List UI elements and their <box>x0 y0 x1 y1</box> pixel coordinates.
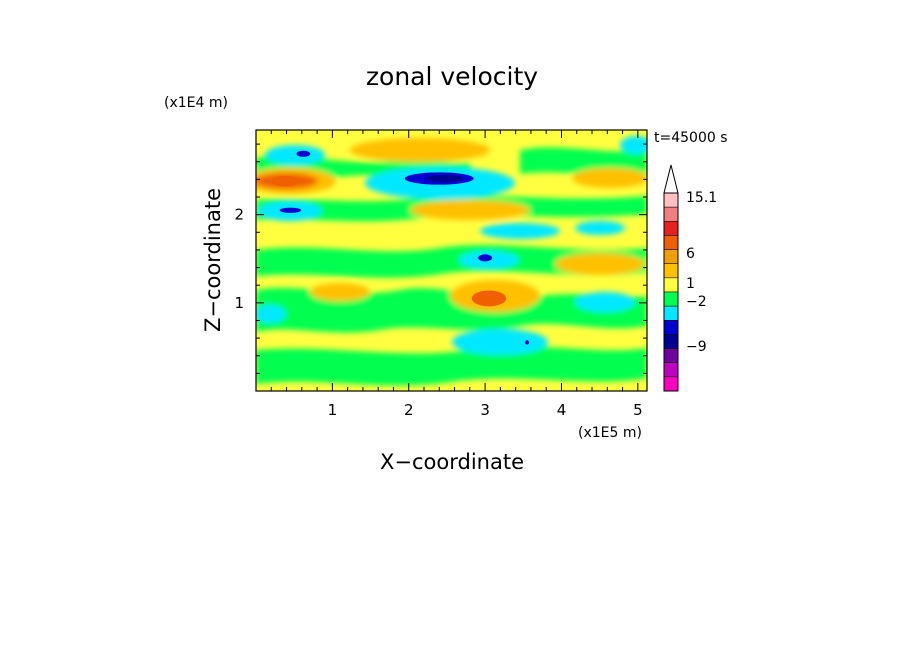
colorbar-label: 15.1 <box>686 190 717 206</box>
colorbar-segment <box>663 320 679 335</box>
colorbar-label: 6 <box>686 246 695 262</box>
contour-field <box>256 130 647 391</box>
colorbar-segment <box>663 348 679 363</box>
colorbar-segment <box>663 249 679 264</box>
colorbar-segment <box>663 334 679 349</box>
x-tick-label: 2 <box>404 401 414 419</box>
colorbar-segment <box>663 362 679 378</box>
y-tick-label: 1 <box>234 294 244 312</box>
colorbar: 15.1 6 1 −2 −9 <box>663 164 717 392</box>
axis-ticks: 1 2 3 4 5 1 2 <box>234 130 647 419</box>
y-tick-label: 2 <box>234 206 244 224</box>
time-label: t=45000 s <box>654 130 728 146</box>
region-core-2 <box>425 175 464 182</box>
colorbar-label: 1 <box>686 276 695 292</box>
colorbar-segment <box>663 291 679 307</box>
colorbar-segment <box>663 192 679 208</box>
colorbar-segment <box>663 206 679 222</box>
region-orange-1 <box>270 175 300 187</box>
x-scale-label: (x1E5 m) <box>578 425 642 441</box>
x-tick-label: 5 <box>633 401 643 419</box>
y-scale-label: (x1E4 m) <box>164 95 228 111</box>
colorbar-frame <box>663 192 679 392</box>
colorbar-label: −9 <box>686 339 707 355</box>
x-tick-label: 1 <box>328 401 338 419</box>
colorbar-segment <box>663 305 679 321</box>
region-blue-6 <box>525 340 530 345</box>
colorbar-segment <box>663 376 679 392</box>
region-orange-5 <box>471 290 507 307</box>
region-blue-3 <box>279 207 302 213</box>
colorbar-segment <box>663 263 679 279</box>
colorbar-segment <box>663 221 679 236</box>
colorbar-segment <box>663 235 679 250</box>
x-tick-label: 4 <box>557 401 567 419</box>
chart-title: zonal velocity <box>366 62 538 91</box>
x-axis-label: X−coordinate <box>380 450 524 474</box>
y-axis-label: Z−coordinate <box>201 188 225 332</box>
velocity-extremes <box>270 150 530 345</box>
region-blue-4 <box>478 254 492 262</box>
plot-frame <box>255 129 648 392</box>
region-blue-0 <box>296 150 311 157</box>
colorbar-arrow <box>663 164 679 194</box>
x-tick-label: 3 <box>480 401 490 419</box>
colorbar-label: −2 <box>686 294 707 310</box>
colorbar-segment <box>663 277 679 293</box>
